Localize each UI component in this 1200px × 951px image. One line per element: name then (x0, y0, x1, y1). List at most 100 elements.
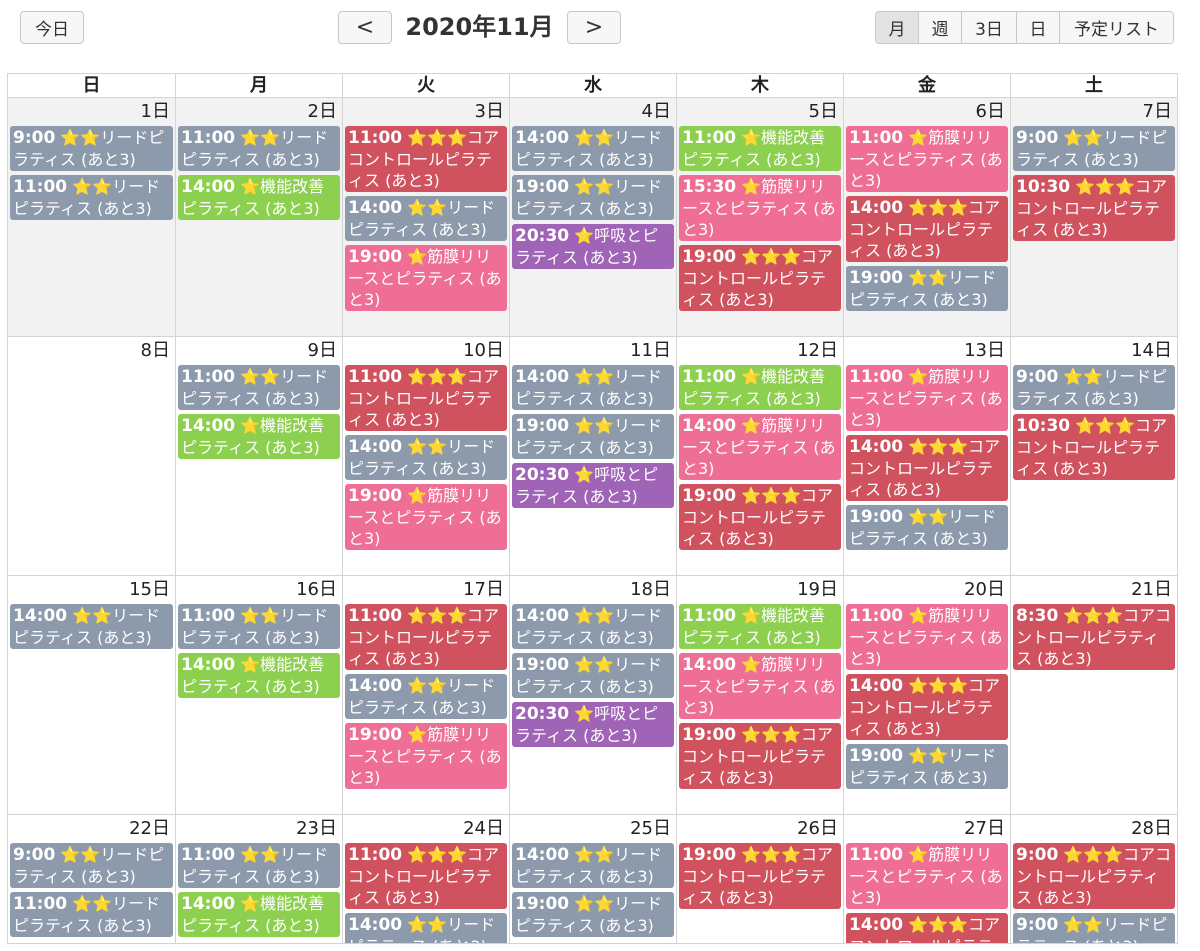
day-cell[interactable]: 25日 14:00 ⭐⭐リードピラティス (あと3) 19:00 ⭐⭐リードピラティ… (509, 815, 676, 943)
day-number[interactable]: 9日 (307, 340, 337, 361)
day-cell[interactable]: 12日 11:00 ⭐機能改善ピラティス (あと3) 14:00 ⭐筋膜リリースとピ… (676, 337, 843, 575)
calendar-event[interactable]: 11:00 ⭐⭐リードピラティス (あと3) (10, 175, 173, 220)
prev-month-button[interactable]: < (338, 11, 392, 44)
day-number[interactable]: 8日 (140, 340, 170, 361)
view-day-button[interactable]: 日 (1016, 12, 1059, 43)
calendar-event[interactable]: 11:00 ⭐筋膜リリースとピラティス (あと3) (846, 604, 1008, 670)
day-number[interactable]: 25日 (630, 818, 671, 839)
calendar-event[interactable]: 19:00 ⭐筋膜リリースとピラティス (あと3) (345, 723, 507, 789)
calendar-event[interactable]: 9:00 ⭐⭐リードピラティス (あと3) (1013, 126, 1175, 171)
calendar-event[interactable]: 20:30 ⭐呼吸とピラティス (あと3) (512, 702, 674, 747)
calendar-event[interactable]: 14:00 ⭐⭐リードピラティス (あと3) (345, 435, 507, 480)
calendar-event[interactable]: 15:30 ⭐筋膜リリースとピラティス (あと3) (679, 175, 841, 241)
day-cell[interactable]: 27日 11:00 ⭐筋膜リリースとピラティス (あと3) 14:00 ⭐⭐⭐コアコ… (843, 815, 1010, 943)
calendar-event[interactable]: 19:00 ⭐⭐⭐コアコントロールピラティス (あと3) (679, 843, 841, 909)
day-cell[interactable]: 7日 9:00 ⭐⭐リードピラティス (あと3) 10:30 ⭐⭐⭐コアコントロール… (1010, 98, 1177, 336)
calendar-event[interactable]: 14:00 ⭐機能改善ピラティス (あと3) (178, 653, 340, 698)
day-cell[interactable]: 17日 11:00 ⭐⭐⭐コアコントロールピラティス (あと3) 14:00 ⭐⭐リ… (342, 576, 509, 814)
day-cell[interactable]: 24日 11:00 ⭐⭐⭐コアコントロールピラティス (あと3) 14:00 ⭐⭐リ… (342, 815, 509, 943)
calendar-event[interactable]: 14:00 ⭐筋膜リリースとピラティス (あと3) (679, 414, 841, 480)
calendar-event[interactable]: 19:00 ⭐筋膜リリースとピラティス (あと3) (345, 484, 507, 550)
day-number[interactable]: 2日 (307, 101, 337, 122)
calendar-event[interactable]: 19:00 ⭐⭐リードピラティス (あと3) (512, 892, 674, 937)
calendar-event[interactable]: 10:30 ⭐⭐⭐コアコントロールピラティス (あと3) (1013, 175, 1175, 241)
calendar-event[interactable]: 14:00 ⭐⭐リードピラティス (あと3) (10, 604, 173, 649)
calendar-event[interactable]: 11:00 ⭐⭐リードピラティス (あと3) (178, 843, 340, 888)
day-number[interactable]: 14日 (1131, 340, 1172, 361)
calendar-event[interactable]: 11:00 ⭐機能改善ピラティス (あと3) (679, 365, 841, 410)
calendar-event[interactable]: 19:00 ⭐⭐⭐コアコントロールピラティス (あと3) (679, 245, 841, 311)
day-number[interactable]: 6日 (975, 101, 1005, 122)
calendar-event[interactable]: 9:00 ⭐⭐リードピラティス (あと3) (10, 126, 173, 171)
calendar-event[interactable]: 19:00 ⭐⭐リードピラティス (あと3) (512, 653, 674, 698)
view-month-button[interactable]: 月 (876, 12, 918, 43)
calendar-event[interactable]: 9:00 ⭐⭐⭐コアコントロールピラティス (あと3) (1013, 843, 1175, 909)
day-number[interactable]: 27日 (964, 818, 1005, 839)
day-cell[interactable]: 13日 11:00 ⭐筋膜リリースとピラティス (あと3) 14:00 ⭐⭐⭐コアコ… (843, 337, 1010, 575)
calendar-event[interactable]: 19:00 ⭐⭐リードピラティス (あと3) (846, 505, 1008, 550)
day-cell[interactable]: 15日 14:00 ⭐⭐リードピラティス (あと3) (8, 576, 175, 814)
calendar-event[interactable]: 20:30 ⭐呼吸とピラティス (あと3) (512, 224, 674, 269)
day-number[interactable]: 17日 (463, 579, 504, 600)
day-cell[interactable]: 18日 14:00 ⭐⭐リードピラティス (あと3) 19:00 ⭐⭐リードピラティ… (509, 576, 676, 814)
calendar-event[interactable]: 14:00 ⭐⭐リードピラティス (あと3) (345, 913, 507, 943)
calendar-event[interactable]: 10:30 ⭐⭐⭐コアコントロールピラティス (あと3) (1013, 414, 1175, 480)
day-cell[interactable]: 11日 14:00 ⭐⭐リードピラティス (あと3) 19:00 ⭐⭐リードピラティ… (509, 337, 676, 575)
calendar-event[interactable]: 14:00 ⭐⭐⭐コアコントロールピラティス (あと3) (846, 196, 1008, 262)
calendar-event[interactable]: 19:00 ⭐⭐⭐コアコントロールピラティス (あと3) (679, 484, 841, 550)
calendar-event[interactable]: 11:00 ⭐⭐リードピラティス (あと3) (178, 604, 340, 649)
calendar-event[interactable]: 19:00 ⭐⭐リードピラティス (あと3) (846, 266, 1008, 311)
day-cell[interactable]: 14日 9:00 ⭐⭐リードピラティス (あと3) 10:30 ⭐⭐⭐コアコントロー… (1010, 337, 1177, 575)
day-number[interactable]: 19日 (797, 579, 838, 600)
day-cell[interactable]: 16日 11:00 ⭐⭐リードピラティス (あと3) 14:00 ⭐機能改善ピラティ… (175, 576, 342, 814)
calendar-event[interactable]: 19:00 ⭐⭐リードピラティス (あと3) (846, 744, 1008, 789)
calendar-event[interactable]: 14:00 ⭐⭐リードピラティス (あと3) (512, 126, 674, 171)
day-cell[interactable]: 5日 11:00 ⭐機能改善ピラティス (あと3) 15:30 ⭐筋膜リリースとピラ… (676, 98, 843, 336)
calendar-event[interactable]: 11:00 ⭐⭐⭐コアコントロールピラティス (あと3) (345, 843, 507, 909)
day-number[interactable]: 13日 (964, 340, 1005, 361)
calendar-event[interactable]: 14:00 ⭐機能改善ピラティス (あと3) (178, 892, 340, 937)
day-number[interactable]: 3日 (474, 101, 504, 122)
calendar-event[interactable]: 14:00 ⭐筋膜リリースとピラティス (あと3) (679, 653, 841, 719)
day-number[interactable]: 28日 (1131, 818, 1172, 839)
calendar-event[interactable]: 14:00 ⭐⭐⭐コアコントロールピラティス (あと3) (846, 435, 1008, 501)
day-number[interactable]: 16日 (296, 579, 337, 600)
day-number[interactable]: 15日 (129, 579, 170, 600)
calendar-event[interactable]: 20:30 ⭐呼吸とピラティス (あと3) (512, 463, 674, 508)
calendar-event[interactable]: 11:00 ⭐機能改善ピラティス (あと3) (679, 604, 841, 649)
calendar-event[interactable]: 11:00 ⭐⭐リードピラティス (あと3) (178, 365, 340, 410)
day-number[interactable]: 21日 (1131, 579, 1172, 600)
calendar-event[interactable]: 11:00 ⭐⭐リードピラティス (あと3) (10, 892, 173, 937)
day-cell[interactable]: 1日 9:00 ⭐⭐リードピラティス (あと3) 11:00 ⭐⭐リードピラティス … (8, 98, 175, 336)
day-cell[interactable]: 21日 8:30 ⭐⭐⭐コアコントロールピラティス (あと3) (1010, 576, 1177, 814)
calendar-event[interactable]: 14:00 ⭐⭐リードピラティス (あと3) (512, 843, 674, 888)
calendar-event[interactable]: 11:00 ⭐筋膜リリースとピラティス (あと3) (846, 843, 1008, 909)
calendar-event[interactable]: 14:00 ⭐⭐リードピラティス (あと3) (512, 604, 674, 649)
day-number[interactable]: 11日 (630, 340, 671, 361)
calendar-event[interactable]: 14:00 ⭐⭐リードピラティス (あと3) (512, 365, 674, 410)
day-number[interactable]: 4日 (641, 101, 671, 122)
day-cell[interactable]: 4日 14:00 ⭐⭐リードピラティス (あと3) 19:00 ⭐⭐リードピラティス… (509, 98, 676, 336)
day-number[interactable]: 24日 (463, 818, 504, 839)
calendar-event[interactable]: 11:00 ⭐⭐⭐コアコントロールピラティス (あと3) (345, 365, 507, 431)
calendar-event[interactable]: 11:00 ⭐⭐⭐コアコントロールピラティス (あと3) (345, 604, 507, 670)
calendar-event[interactable]: 9:00 ⭐⭐リードピラティス (あと3) (10, 843, 173, 888)
calendar-event[interactable]: 14:00 ⭐⭐⭐コアコントロールピラティス (あと3) (846, 674, 1008, 740)
day-cell[interactable]: 22日 9:00 ⭐⭐リードピラティス (あと3) 11:00 ⭐⭐リードピラティス… (8, 815, 175, 943)
day-number[interactable]: 23日 (296, 818, 337, 839)
calendar-event[interactable]: 19:00 ⭐⭐リードピラティス (あと3) (512, 414, 674, 459)
day-number[interactable]: 20日 (964, 579, 1005, 600)
day-cell[interactable]: 2日 11:00 ⭐⭐リードピラティス (あと3) 14:00 ⭐機能改善ピラティス… (175, 98, 342, 336)
calendar-event[interactable]: 14:00 ⭐⭐⭐コアコントロールピラティス (あと3) (846, 913, 1008, 943)
day-cell[interactable]: 26日 19:00 ⭐⭐⭐コアコントロールピラティス (あと3) (676, 815, 843, 943)
calendar-event[interactable]: 11:00 ⭐筋膜リリースとピラティス (あと3) (846, 126, 1008, 192)
day-number[interactable]: 7日 (1142, 101, 1172, 122)
day-cell[interactable]: 9日 11:00 ⭐⭐リードピラティス (あと3) 14:00 ⭐機能改善ピラティス… (175, 337, 342, 575)
view-list-button[interactable]: 予定リスト (1059, 12, 1173, 43)
calendar-event[interactable]: 19:00 ⭐筋膜リリースとピラティス (あと3) (345, 245, 507, 311)
today-button[interactable]: 今日 (20, 11, 84, 44)
day-cell[interactable]: 8日 (8, 337, 175, 575)
day-number[interactable]: 5日 (808, 101, 838, 122)
calendar-event[interactable]: 9:00 ⭐⭐リードピラティス (あと3) (1013, 365, 1175, 410)
day-cell[interactable]: 6日 11:00 ⭐筋膜リリースとピラティス (あと3) 14:00 ⭐⭐⭐コアコン… (843, 98, 1010, 336)
